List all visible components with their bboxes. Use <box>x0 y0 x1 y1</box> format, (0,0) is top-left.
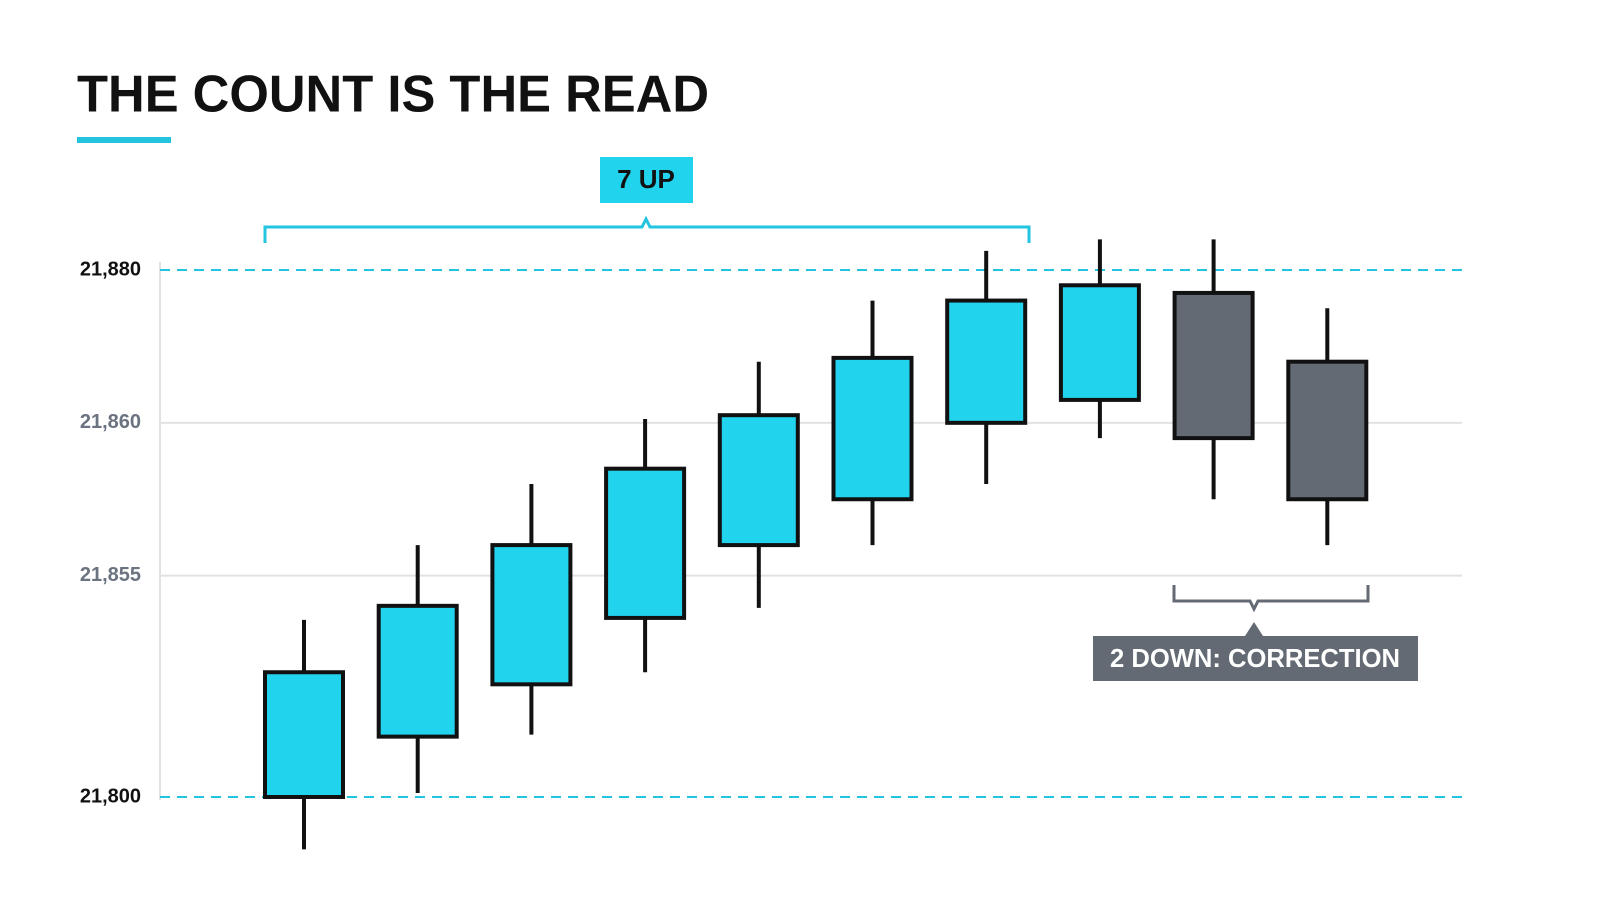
title-underline <box>77 137 171 143</box>
candle-body <box>490 543 573 687</box>
candle-body <box>717 413 800 548</box>
candle-body <box>604 466 687 620</box>
y-tick-label: 21,860 <box>80 411 141 433</box>
y-tick-label: 21,800 <box>80 785 141 807</box>
candle-body <box>945 298 1028 425</box>
candle-body <box>1058 283 1141 402</box>
candle-body <box>831 355 914 502</box>
candle-body <box>376 603 459 739</box>
annotation: 2 DOWN: CORRECTION <box>1110 643 1400 673</box>
candle-body <box>263 670 345 800</box>
annotation: 7 UP <box>617 164 675 194</box>
y-tick-label: 21,855 <box>80 564 141 586</box>
chart-title: THE COUNT IS THE READ <box>77 66 709 124</box>
candle-body <box>1172 290 1255 441</box>
annotation-box <box>600 157 693 203</box>
candle-body <box>1286 359 1369 502</box>
y-tick-label: 21,880 <box>80 258 141 280</box>
annotation-pointer <box>1245 622 1263 636</box>
annotation-box <box>1093 636 1418 681</box>
bracket <box>263 215 1031 243</box>
bracket <box>1172 585 1370 613</box>
